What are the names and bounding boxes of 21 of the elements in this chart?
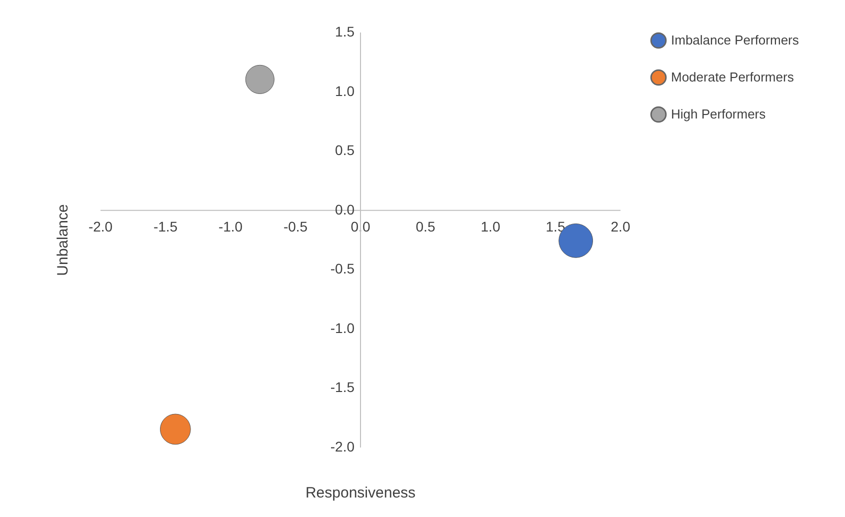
y-tick-label: 0.0 — [335, 201, 355, 218]
x-axis-title: Responsiveness — [305, 484, 416, 502]
y-axis-title: Unbalance — [54, 204, 72, 276]
x-tick-label: -1.0 — [218, 218, 243, 234]
y-tick-label: 1.0 — [335, 82, 355, 99]
y-tick-label: -1.0 — [330, 320, 355, 336]
x-tick-label: 1.0 — [480, 218, 500, 234]
x-tick-label: 0.5 — [416, 218, 436, 234]
legend-label: High Performers — [671, 106, 766, 122]
x-tick-label: 2.0 — [610, 218, 630, 234]
y-tick-label: 1.5 — [335, 24, 355, 40]
x-tick-label: -0.5 — [283, 218, 308, 234]
x-tick-label: -1.5 — [153, 218, 178, 234]
legend-label: Moderate Performers — [671, 70, 794, 84]
x-tick-label: -2.0 — [88, 218, 113, 234]
y-tick-label: -2.0 — [330, 438, 355, 454]
y-tick-label: -1.5 — [330, 379, 355, 396]
x-tick-label: 0.0 — [350, 218, 370, 234]
y-tick-label: 0.5 — [335, 142, 355, 158]
legend-label: Imbalance Performers — [671, 32, 800, 48]
y-tick-label: -0.5 — [330, 260, 355, 277]
